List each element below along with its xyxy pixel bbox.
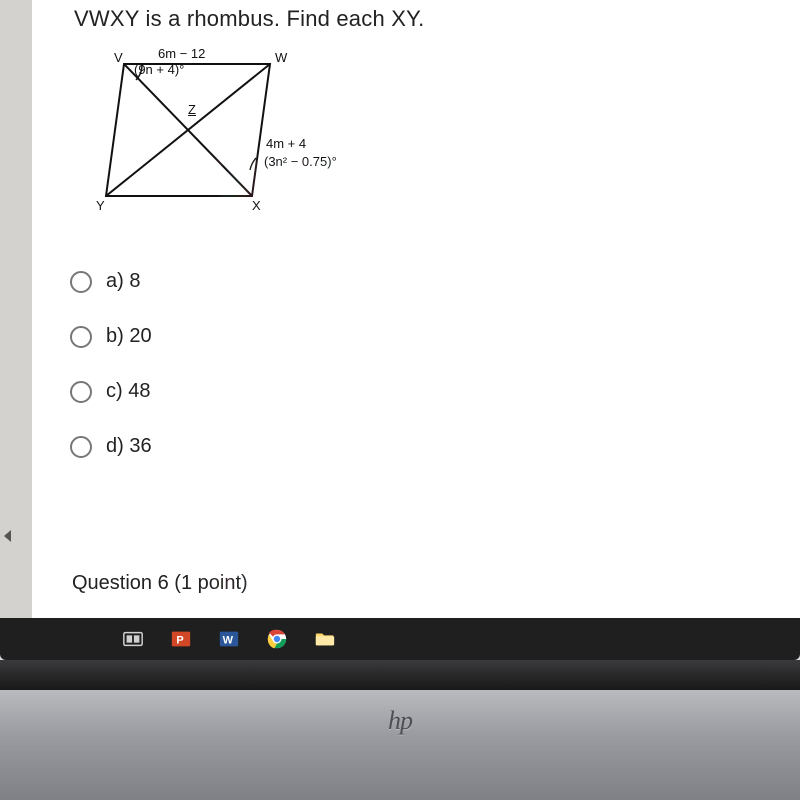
vertex-w-label: W xyxy=(275,50,287,65)
radio-icon[interactable] xyxy=(70,436,92,458)
next-question-header: Question 6 (1 point) xyxy=(72,572,248,595)
windows-taskbar[interactable]: P W xyxy=(0,618,800,660)
option-b[interactable]: b) 20 xyxy=(70,325,152,348)
top-edge-expression: 6m − 12 xyxy=(158,46,205,61)
file-explorer-icon[interactable] xyxy=(312,626,338,652)
option-c[interactable]: c) 48 xyxy=(70,380,152,403)
radio-icon[interactable] xyxy=(70,271,92,293)
option-label: b) 20 xyxy=(106,325,152,348)
quiz-page: VWXY is a rhombus. Find each XY. V W xyxy=(32,0,800,618)
svg-text:P: P xyxy=(176,635,183,647)
task-view-icon[interactable] xyxy=(120,626,146,652)
right-edge-expression: 4m + 4 xyxy=(266,136,306,151)
svg-text:W: W xyxy=(223,635,234,647)
option-d[interactable]: d) 36 xyxy=(70,435,152,458)
collapse-caret-icon[interactable] xyxy=(4,530,11,542)
chrome-icon[interactable] xyxy=(264,626,290,652)
app-left-gutter xyxy=(0,0,33,618)
hp-logo: hp xyxy=(388,706,412,736)
laptop-hinge xyxy=(0,660,800,690)
powerpoint-icon[interactable]: P xyxy=(168,626,194,652)
laptop-screen: 9 VWXY is a rhombus. Find each XY. xyxy=(0,0,800,660)
vertex-y-label: Y xyxy=(96,198,105,213)
screen-moire-artifact xyxy=(212,160,800,618)
angle-x-expression: (3n² − 0.75)° xyxy=(264,154,337,169)
question-prompt: VWXY is a rhombus. Find each XY. xyxy=(74,6,424,32)
center-z-label: Z xyxy=(188,102,196,117)
rhombus-diagram: V W X Y Z 6m − 12 (9n + 4)° 4m + 4 (3n² … xyxy=(100,48,340,228)
option-label: d) 36 xyxy=(106,435,152,458)
radio-icon[interactable] xyxy=(70,326,92,348)
option-a[interactable]: a) 8 xyxy=(70,270,152,293)
diagonal-wy xyxy=(106,64,270,196)
angle-v-expression: (9n + 4)° xyxy=(134,62,184,77)
answer-options: a) 8 b) 20 c) 48 xyxy=(70,270,152,458)
word-icon[interactable]: W xyxy=(216,626,242,652)
option-label: c) 48 xyxy=(106,380,150,403)
vertex-x-label: X xyxy=(252,198,261,213)
vertex-v-label: V xyxy=(114,50,123,65)
option-label: a) 8 xyxy=(106,270,140,293)
radio-icon[interactable] xyxy=(70,381,92,403)
